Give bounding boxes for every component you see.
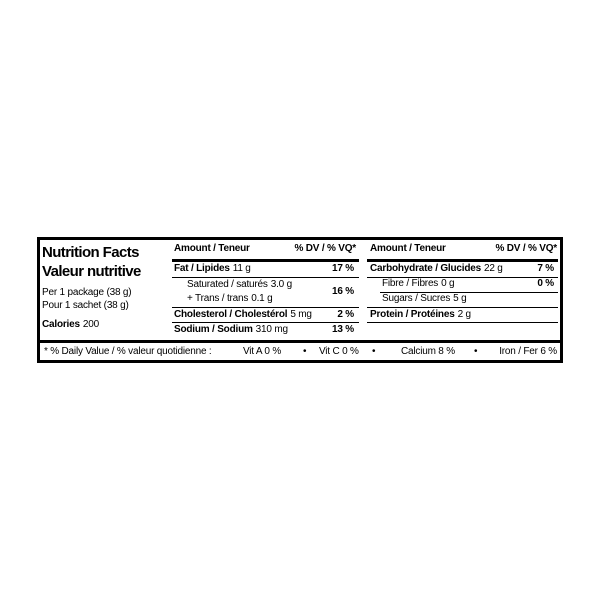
nutrient-name: + Trans / trans xyxy=(187,293,249,304)
nutrient-amount: 0.1 g xyxy=(251,293,273,304)
vitamin: Iron / Fer 6 % xyxy=(499,346,557,357)
rule xyxy=(172,277,359,278)
vitamin: Calcium 8 % xyxy=(401,346,455,357)
rule xyxy=(172,259,359,262)
nutrient-amount: 0 g xyxy=(441,278,455,289)
nutrient-amount: 2 g xyxy=(457,309,472,320)
rule xyxy=(367,277,558,278)
rule xyxy=(380,292,558,293)
nutrient: Sodium / Sodium 310 mg xyxy=(174,324,288,336)
nutrition-label: Nutrition Facts Valeur nutritive Per 1 p… xyxy=(37,237,563,363)
nutrient-dv: 13 % xyxy=(332,324,354,335)
header-amount: Amount / Teneur xyxy=(370,243,446,254)
nutrient-name: Sugars / Sucres xyxy=(382,293,451,304)
nutrient-amount: 310 mg xyxy=(255,324,288,335)
nutrient-name: Protein / Protéines xyxy=(370,309,455,320)
nutrient-dv: 7 % xyxy=(537,263,554,274)
nutrient-name: Fat / Lipides xyxy=(174,263,230,274)
rule xyxy=(367,322,558,323)
calories-value: 200 xyxy=(82,319,99,330)
nutrient: + Trans / trans 0.1 g xyxy=(187,293,273,305)
rule xyxy=(367,307,558,308)
serving: Pour 1 sachet (38 g) xyxy=(42,300,129,311)
nutrient: Carbohydrate / Glucides 22 g xyxy=(370,263,503,275)
title: Nutrition Facts xyxy=(42,244,139,261)
nutrient-amount: 11 g xyxy=(232,263,251,274)
header-amount: Amount / Teneur xyxy=(174,243,250,254)
nutrient: Protein / Protéines 2 g xyxy=(370,309,471,321)
nutrient-dv: 16 % xyxy=(332,286,354,297)
header-dv: % DV / % VQ* xyxy=(495,243,557,254)
bullet: • xyxy=(474,346,478,357)
bullet: • xyxy=(303,346,307,357)
nutrient-amount: 5 g xyxy=(453,293,467,304)
nutrient: Fat / Lipides 11 g xyxy=(174,263,251,275)
calories-label: Calories xyxy=(42,319,80,330)
calories: Calories 200 xyxy=(42,319,99,331)
nutrient: Saturated / saturés 3.0 g xyxy=(187,279,292,291)
bullet: • xyxy=(372,346,376,357)
vitamin: Vit C 0 % xyxy=(319,346,359,357)
rule xyxy=(367,259,558,262)
serving: Per 1 package (38 g) xyxy=(42,287,132,298)
nutrient-dv: 17 % xyxy=(332,263,354,274)
nutrient-name: Carbohydrate / Glucides xyxy=(370,263,481,274)
rule xyxy=(172,322,359,323)
nutrient-amount: 22 g xyxy=(484,263,503,274)
rule xyxy=(172,307,359,308)
nutrient-name: Sodium / Sodium xyxy=(174,324,253,335)
nutrient: Cholesterol / Cholestérol 5 mg xyxy=(174,309,312,321)
nutrient: Sugars / Sucres 5 g xyxy=(382,293,467,305)
nutrient-name: Cholesterol / Cholestérol xyxy=(174,309,288,320)
nutrient-dv: 0 % xyxy=(537,278,554,289)
nutrient-name: Saturated / saturés xyxy=(187,279,268,290)
title: Valeur nutritive xyxy=(42,263,141,280)
nutrient-name: Fibre / Fibres xyxy=(382,278,439,289)
header-dv: % DV / % VQ* xyxy=(294,243,356,254)
vitamin: Vit A 0 % xyxy=(243,346,282,357)
nutrient-amount: 3.0 g xyxy=(270,279,292,290)
footnote: * % Daily Value / % valeur quotidienne : xyxy=(44,346,212,357)
nutrient-dv: 2 % xyxy=(337,309,354,320)
rule xyxy=(40,340,560,343)
nutrient-amount: 5 mg xyxy=(290,309,312,320)
nutrient: Fibre / Fibres 0 g xyxy=(382,278,455,290)
